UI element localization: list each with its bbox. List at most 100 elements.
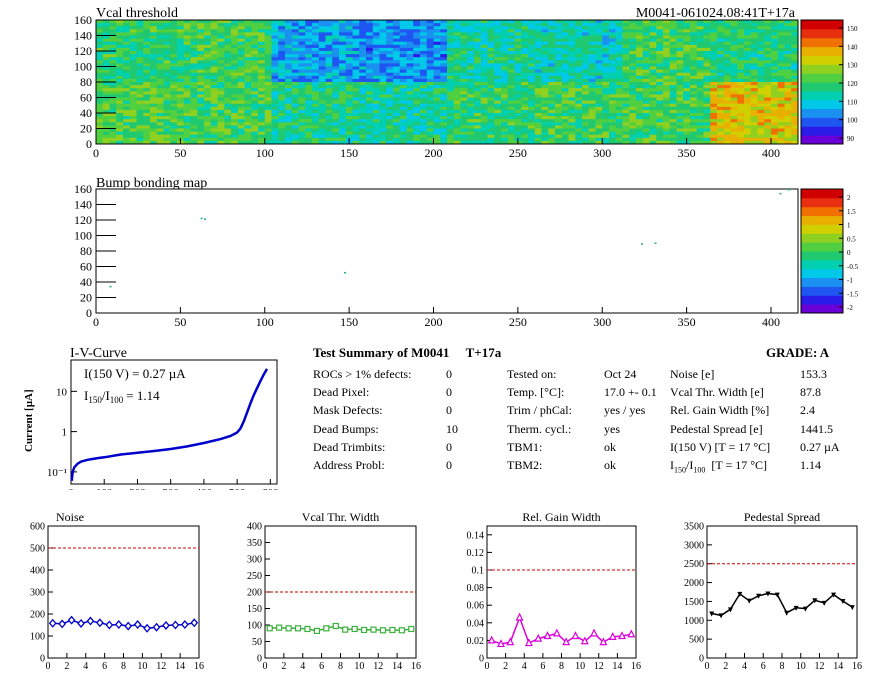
vcal-map-cell — [541, 134, 549, 139]
vcal-map-cell — [379, 91, 387, 95]
vcal-map-cell — [642, 113, 650, 117]
vcal-map-cell — [636, 38, 644, 43]
vcal-map-cell — [197, 103, 205, 108]
vcal-map-cell — [312, 82, 320, 86]
vcal-map-cell — [393, 66, 401, 70]
vcal-map-cell — [791, 91, 799, 95]
vcal-map-cell — [676, 119, 684, 123]
vcal-map-cell — [561, 134, 569, 139]
vcal-map-cell — [359, 103, 367, 108]
vcal-map-cell — [440, 75, 448, 80]
vcal-map-cell — [190, 125, 198, 129]
vcal-map-cell — [730, 23, 738, 27]
vcal-map-cell — [730, 85, 738, 89]
vcal-map-cell — [487, 66, 495, 70]
vcal-map-cell — [352, 44, 360, 49]
vcal-map-cell — [534, 119, 542, 123]
vcal-map-cell — [129, 51, 137, 55]
vcal-map-cell — [251, 109, 259, 114]
vcal-map-cell — [636, 106, 644, 111]
vcal-map-cell — [285, 41, 293, 46]
vcal-map-cell — [413, 140, 421, 145]
vcal-map-cell — [116, 66, 124, 70]
vcal-map-cell — [764, 100, 772, 105]
roc-data-point — [756, 593, 762, 599]
vcal-map-cell — [737, 140, 745, 145]
vcal-map-cell — [305, 116, 313, 120]
vcal-map-cell — [723, 69, 731, 74]
vcal-map-cell — [507, 60, 515, 64]
vcal-map-cell — [460, 94, 468, 98]
vcal-map-cell — [568, 38, 576, 43]
vcal-map-cell — [663, 100, 671, 105]
vcal-map-cell — [379, 69, 387, 74]
vcal-map-cell — [278, 137, 286, 142]
vcal-map-cell — [150, 29, 158, 33]
vcal-map-cell — [784, 100, 792, 105]
vcal-map-cell — [568, 116, 576, 120]
vcal-map-cell — [703, 137, 711, 142]
vcal-map-cell — [447, 128, 455, 132]
vcal-map-cell — [771, 97, 779, 101]
vcal-map-cell — [676, 60, 684, 64]
vcal-map-cell — [258, 134, 266, 139]
vcal-map-cell — [399, 57, 407, 61]
vcal-map-cell — [197, 85, 205, 89]
vcal-map-cell — [622, 88, 630, 92]
vcal-map-cell — [764, 75, 772, 80]
vcal-map-cell — [298, 140, 306, 145]
vcal-map-cell — [210, 23, 218, 27]
vcal-map-cell — [750, 137, 758, 142]
vcal-map-cell — [595, 44, 603, 49]
summary-title: Test Summary of M0041 T+17a — [313, 345, 502, 360]
vcal-map-cell — [264, 51, 272, 55]
vcal-map-cell — [561, 97, 569, 101]
vcal-map-cell — [102, 113, 110, 117]
vcal-map-cell — [129, 26, 137, 30]
vcal-map-cell — [291, 109, 299, 114]
vcal-map-cell — [433, 106, 441, 111]
vcal-map-cell — [393, 97, 401, 101]
vcal-map-cell — [561, 47, 569, 52]
vcal-map-cell — [204, 41, 212, 46]
vcal-map-cell — [372, 60, 380, 64]
vcal-map-cell — [177, 85, 185, 89]
vcal-map-cell — [521, 38, 529, 43]
performance-value: 1441.5 — [800, 421, 833, 436]
vcal-map-cell — [501, 29, 509, 33]
vcal-map-cell — [453, 128, 461, 132]
vcal-map-cell — [386, 66, 394, 70]
vcal-map-cell — [467, 91, 475, 95]
vcal-map-cell — [561, 29, 569, 33]
vcal-map-cell — [609, 128, 617, 132]
vcal-map-cell — [474, 103, 482, 108]
vcal-map-cell — [102, 82, 110, 86]
vcal-map-cell — [359, 29, 367, 33]
roc-data-point — [793, 605, 799, 611]
vcal-map-cell — [602, 119, 610, 123]
vcal-map-cell — [318, 57, 326, 61]
vcal-map-cell — [514, 106, 522, 111]
vcal-map-cell — [494, 32, 502, 36]
vcal-map-cell — [717, 85, 725, 89]
vcal-colorbar-band — [801, 108, 843, 118]
vcal-map-cell — [771, 69, 779, 74]
vcal-map-cell — [325, 63, 333, 67]
vcal-map-cell — [244, 20, 252, 24]
vcal-map-cell — [271, 140, 279, 145]
vcal-map-cell — [116, 94, 124, 98]
vcal-map-cell — [372, 38, 380, 43]
vcal-map-cell — [663, 66, 671, 70]
vcal-map-cell — [447, 35, 455, 39]
vcal-map-cell — [588, 113, 596, 117]
performance-label: I(150 V) [T = 17 °C] — [670, 439, 771, 454]
vcal-map-cell — [224, 35, 232, 39]
vcal-map-cell — [683, 69, 691, 74]
vcal-map-cell — [123, 134, 131, 139]
vcal-map-cell — [393, 23, 401, 27]
vcal-map-cell — [737, 134, 745, 139]
vcal-map-cell — [602, 116, 610, 120]
vcal-map-cell — [507, 51, 515, 55]
vcal-map-cell — [467, 137, 475, 142]
vcal-map-cell — [291, 122, 299, 126]
